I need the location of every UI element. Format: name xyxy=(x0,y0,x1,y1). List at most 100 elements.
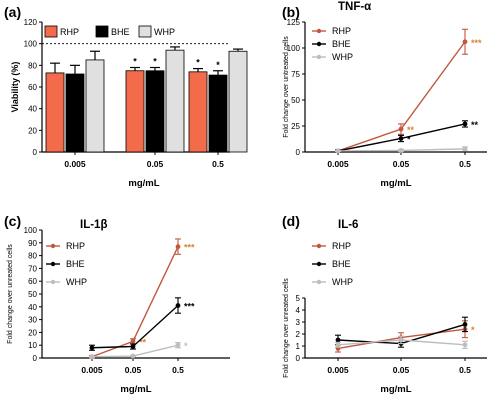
bar-WHP xyxy=(85,59,105,153)
legend-label: BHE xyxy=(111,27,130,37)
y-axis-label: Viability (%) xyxy=(10,62,20,113)
y-tick-label: 50 xyxy=(291,96,300,105)
x-tick-label: 0.05 xyxy=(147,159,164,169)
x-tick-label: 0.005 xyxy=(327,365,349,375)
significance-star: *** xyxy=(471,38,482,48)
bar-BHE xyxy=(208,74,228,153)
legend-marker xyxy=(316,243,322,249)
legend-swatch xyxy=(44,25,58,38)
legend-label: WHP xyxy=(154,27,175,37)
x-tick-label: 0.5 xyxy=(172,365,184,375)
data-point-WHP xyxy=(462,146,468,152)
panel-1: (b) TNF-α 0 25 50 75 100 125 Fold change over un… xyxy=(282,1,487,189)
y-tick-label: 2 xyxy=(296,330,301,339)
x-tick-label: 0.005 xyxy=(327,159,349,169)
panel-0: (a) 0 20 40 60 80 100 120 Viability (%) 0.005 0.05… xyxy=(4,4,248,189)
legend-marker xyxy=(50,243,56,249)
data-point-RHP xyxy=(398,126,404,132)
legend-label: BHE xyxy=(332,39,351,49)
y-tick-label: 60 xyxy=(28,277,37,286)
y-axis-label: Fold change over unreated cells xyxy=(7,244,14,344)
significance-star: ** xyxy=(139,337,147,347)
data-point-WHP xyxy=(335,148,341,154)
panel-label: (a) xyxy=(4,4,21,20)
legend-label: RHP xyxy=(332,26,351,36)
legend-label: WHP xyxy=(66,277,87,287)
data-point-WHP xyxy=(89,354,95,360)
data-point-WHP xyxy=(462,342,468,348)
y-tick-label: 90 xyxy=(28,239,37,248)
y-tick-label: 10 xyxy=(28,341,37,350)
bar-WHP xyxy=(165,49,185,153)
data-point-BHE xyxy=(462,121,468,127)
y-tick-label: 50 xyxy=(28,290,37,299)
data-point-RHP xyxy=(175,244,181,250)
panel-3: (d) IL-6 0 1 2 3 4 5 Fold change over unreated c… xyxy=(282,213,487,395)
data-point-BHE xyxy=(175,303,181,308)
data-point-BHE xyxy=(398,136,404,141)
panel-label: (c) xyxy=(4,213,21,229)
y-axis-label: Fold change over untreated cells xyxy=(283,36,290,138)
panel-label: (d) xyxy=(282,213,300,229)
legend-marker xyxy=(316,41,322,47)
x-tick-label: 0.5 xyxy=(459,365,471,375)
data-point-WHP xyxy=(175,342,181,348)
significance-star: * xyxy=(216,60,220,70)
y-tick-label: 20 xyxy=(28,126,37,135)
bar-RHP xyxy=(125,70,145,153)
y-tick-label: 40 xyxy=(28,303,37,312)
data-point-WHP xyxy=(130,353,136,359)
x-tick-label: 0.005 xyxy=(64,159,86,169)
x-axis-label: mg/mL xyxy=(380,384,411,395)
panel-label: (b) xyxy=(282,4,300,20)
legend-marker xyxy=(316,54,322,60)
legend-label: WHP xyxy=(332,277,353,287)
x-tick-label: 0.05 xyxy=(393,365,410,375)
chart-title: IL-6 xyxy=(338,219,358,231)
y-tick-label: 70 xyxy=(28,264,37,273)
data-point-BHE xyxy=(462,322,468,327)
legend-swatch xyxy=(138,25,152,38)
significance-star: *** xyxy=(184,302,195,312)
y-tick-label: 30 xyxy=(28,316,37,325)
y-tick-label: 40 xyxy=(28,105,37,114)
y-tick-label: 0 xyxy=(296,148,301,157)
y-tick-label: 75 xyxy=(291,70,300,79)
y-axis-label: Fold change over unreated cells xyxy=(283,278,290,378)
significance-star: * xyxy=(184,341,188,351)
y-tick-label: 100 xyxy=(24,226,38,235)
y-tick-label: 80 xyxy=(28,252,37,261)
bar-BHE xyxy=(65,73,85,153)
bar-BHE xyxy=(145,70,165,153)
legend-label: RHP xyxy=(60,27,79,37)
panel-2: (c) IL-1β 0 10 20 30 40 50 60 70 80 90 100 Fold chang… xyxy=(4,213,230,395)
y-tick-label: 60 xyxy=(28,83,37,92)
x-tick-label: 0.5 xyxy=(212,159,224,169)
y-tick-label: 0 xyxy=(33,354,38,363)
y-tick-label: 100 xyxy=(24,40,38,49)
x-axis-label: mg/mL xyxy=(128,178,159,189)
y-tick-label: 25 xyxy=(291,122,300,131)
data-point-RHP xyxy=(462,39,468,45)
chart-title: TNF-α xyxy=(338,1,371,13)
y-tick-label: 125 xyxy=(287,18,301,27)
bar-WHP xyxy=(228,50,248,153)
y-tick-label: 0 xyxy=(296,354,301,363)
significance-star: * xyxy=(471,325,475,335)
significance-star: * xyxy=(153,57,157,67)
significance-star: *** xyxy=(184,243,195,253)
data-point-WHP xyxy=(398,337,404,343)
legend-label: BHE xyxy=(332,259,351,269)
x-axis-label: mg/mL xyxy=(120,384,151,395)
y-tick-label: 4 xyxy=(296,306,301,315)
legend-marker xyxy=(50,279,56,285)
data-point-WHP xyxy=(335,342,341,348)
data-point-BHE xyxy=(130,344,136,349)
data-point-BHE xyxy=(335,337,341,343)
x-axis-label: mg/mL xyxy=(380,178,411,189)
y-tick-label: 0 xyxy=(33,148,38,157)
y-tick-label: 120 xyxy=(24,18,38,27)
significance-star: * xyxy=(133,57,137,67)
data-point-BHE xyxy=(89,345,95,351)
